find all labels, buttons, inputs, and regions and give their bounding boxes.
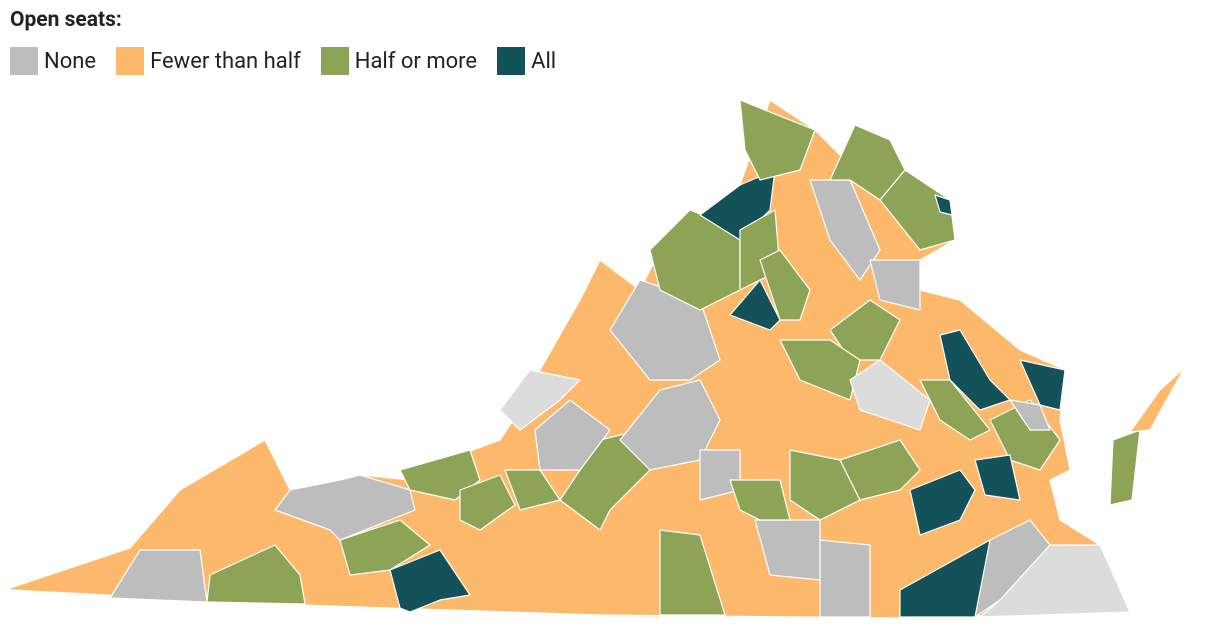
county [729,479,791,521]
county [934,194,953,216]
legend-swatch [10,47,38,75]
county [1019,359,1066,411]
county [819,539,871,618]
county [979,544,1131,618]
legend-swatch [320,47,349,75]
county [109,549,208,603]
legend-swatch [497,47,526,75]
legend-title: Open seats: [10,8,122,32]
county [1109,429,1141,506]
legend-item: Half or more [320,47,478,75]
county [839,439,921,501]
county [619,379,721,471]
county [789,449,861,521]
county [499,369,581,431]
county [339,519,431,576]
county [739,99,816,181]
county [849,359,931,431]
county [206,544,306,605]
county [759,249,811,321]
county [974,454,1021,501]
legend-item: All [497,47,556,75]
county [534,399,611,471]
county [659,529,726,616]
county [879,169,956,251]
legend-label: Fewer than half [150,48,301,74]
county [459,474,516,531]
county [1129,344,1211,433]
legend-label: All [531,48,557,74]
county [1009,399,1051,431]
legend-label: None [44,48,97,74]
legend-swatch [116,47,145,75]
county [919,379,991,441]
county [389,549,471,613]
legend-label: Half or more [354,48,478,74]
county [909,469,976,536]
county [869,259,921,311]
legend-item: Fewer than half [116,47,301,75]
county [504,469,561,511]
legend: None Fewer than half Half or more All [10,47,576,75]
legend-item: None [10,47,96,75]
